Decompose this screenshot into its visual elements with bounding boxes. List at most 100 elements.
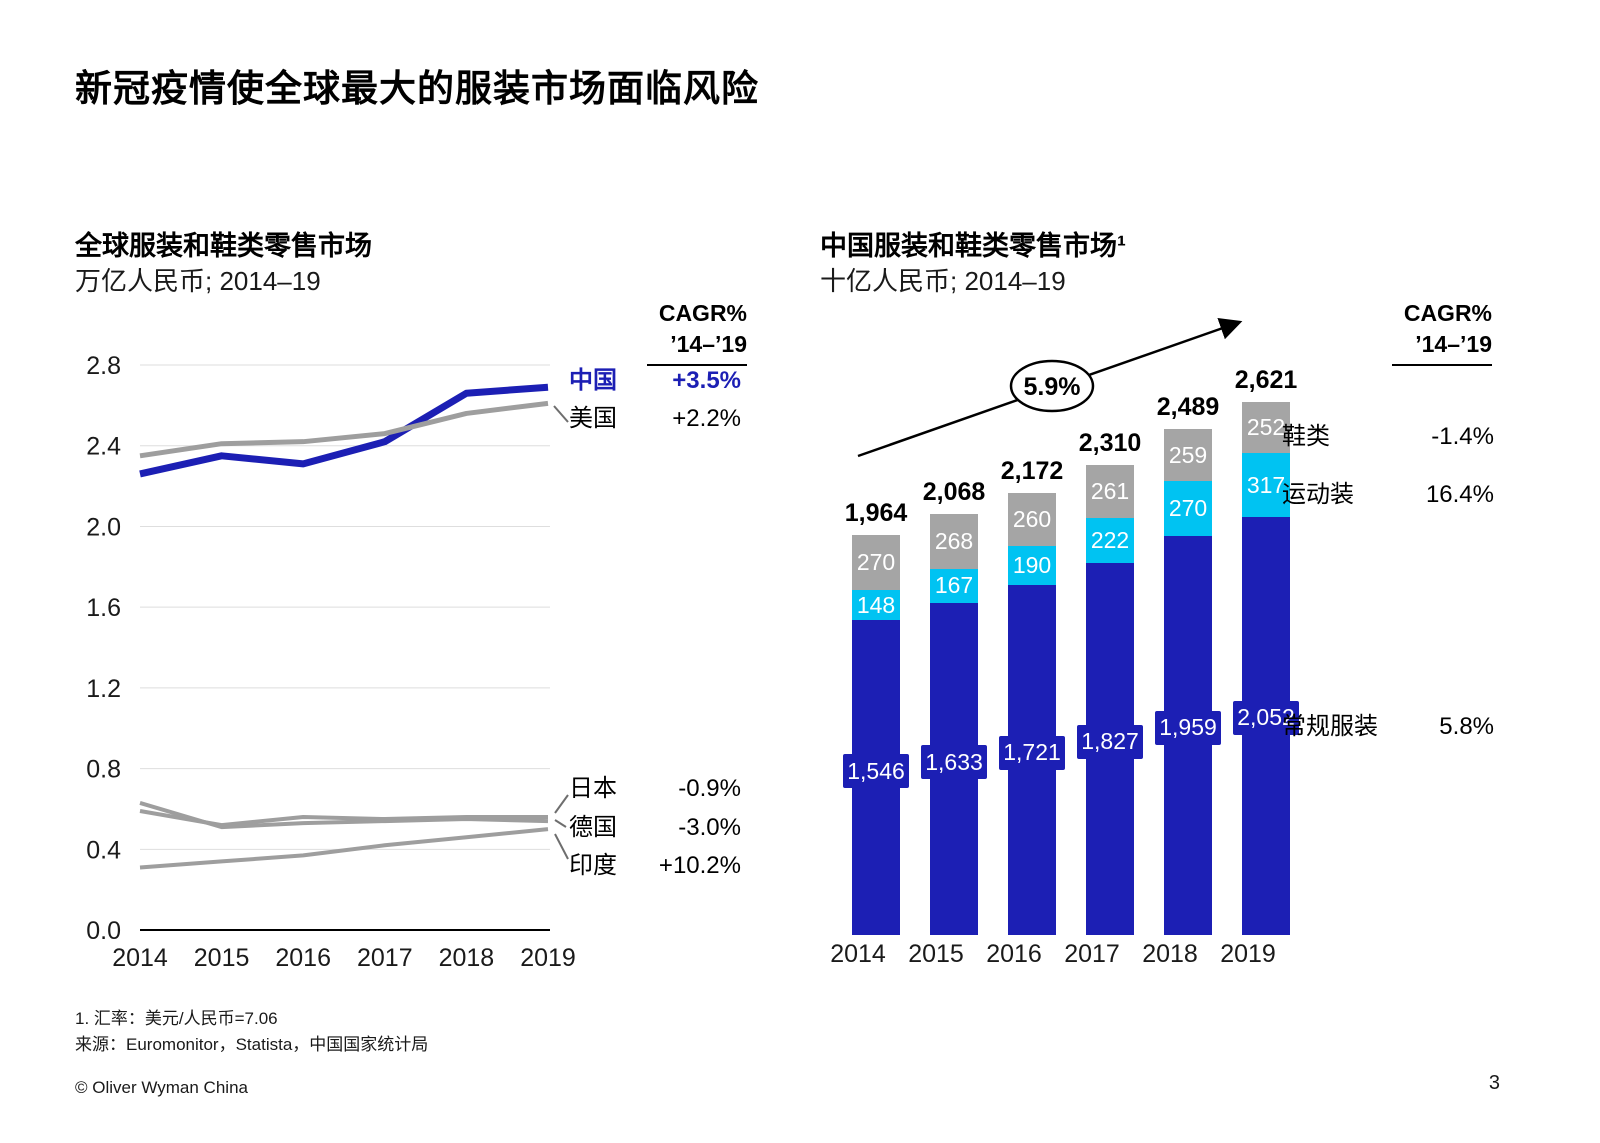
y-tick-label: 1.6 — [86, 594, 121, 622]
bar-segment-sportswear: 317 — [1242, 452, 1290, 518]
y-tick-label: 2.0 — [86, 513, 121, 541]
series-label-美国: 美国 — [569, 405, 617, 432]
x-tick-label: 2017 — [357, 944, 413, 972]
legend-row-美国: 美国 +2.2% — [569, 404, 741, 434]
bar-segment-footwear: 260 — [1008, 493, 1056, 547]
left-cagr-header: CAGR% ’14–’19 — [647, 298, 747, 366]
left-chart-title: 全球服装和鞋类零售市场 — [75, 231, 372, 261]
bar-value-box-regular-apparel: 1,959 — [1155, 710, 1221, 745]
bar-category-label: 2018 — [1142, 940, 1198, 968]
right-cagr-header-line2: ’14–’19 — [1392, 329, 1492, 366]
growth-annotation-value: 5.9% — [1024, 373, 1081, 401]
stacked-bars: 270 148 1,546 1,964 2014 268 167 1,633 2,068 2015… — [820, 228, 1492, 1008]
label-connector-0 — [553, 405, 569, 423]
right-cagr-header: CAGR% ’14–’19 — [1392, 298, 1492, 366]
legend-row-日本: 日本 -0.9% — [569, 774, 741, 804]
bar-segment-sportswear: 148 — [852, 590, 900, 621]
label-connector-1 — [554, 794, 569, 814]
bar-total-label: 2,489 — [1156, 392, 1220, 421]
page-number: 3 — [1488, 1072, 1500, 1094]
bar-value-box-regular-apparel: 2,052 — [1233, 700, 1299, 735]
bar-category-label: 2017 — [1064, 940, 1120, 968]
bar-category-label: 2015 — [908, 940, 964, 968]
legend-row-运动装: 运动装 16.4% — [1282, 480, 1494, 510]
bar-segment-footwear: 268 — [930, 514, 978, 569]
series-cagr-德国: -3.0% — [678, 814, 741, 841]
series-cagr-鞋类: -1.4% — [1431, 423, 1494, 450]
growth-arrow: 5.9% — [857, 318, 1243, 458]
series-cagr-印度: +10.2% — [658, 852, 741, 879]
bar-segment-footwear: 270 — [852, 535, 900, 591]
label-connector-3 — [554, 833, 569, 860]
bar-category-label: 2014 — [830, 940, 886, 968]
series-line-印度 — [139, 827, 549, 870]
series-cagr-日本: -0.9% — [678, 775, 741, 802]
bar-category-label: 2019 — [1220, 940, 1276, 968]
series-label-日本: 日本 — [569, 775, 617, 802]
y-tick-label: 1.2 — [86, 675, 121, 703]
bar-total-label: 2,621 — [1234, 365, 1298, 394]
china-bar-chart-section: 中国服装和鞋类零售市场¹ 十亿人民币; 2014–19 CAGR% ’14–’1… — [820, 228, 1494, 1008]
footnote-sources: 来源：Euromonitor，Statista，中国国家统计局 — [75, 1035, 429, 1054]
bar-segment-sportswear: 190 — [1008, 546, 1056, 585]
bar-value-box-regular-apparel: 1,633 — [921, 745, 987, 780]
series-label-中国: 中国 — [569, 367, 617, 394]
series-line-美国 — [139, 400, 549, 459]
left-cagr-header-line2: ’14–’19 — [647, 329, 747, 366]
series-label-德国: 德国 — [569, 814, 617, 841]
bar-value-box-regular-apparel: 1,721 — [999, 735, 1065, 770]
bar-value-box-regular-apparel: 1,827 — [1077, 724, 1143, 759]
growth-annotation-ellipse — [1009, 359, 1095, 413]
bar-value-box-regular-apparel: 1,546 — [843, 754, 909, 789]
bar-segment-sportswear: 167 — [930, 568, 978, 603]
legend-row-德国: 德国 -3.0% — [569, 813, 741, 843]
left-chart-subtitle: 万亿人民币; 2014–19 — [75, 266, 321, 296]
left-cagr-header-line1: CAGR% — [658, 300, 747, 326]
series-line-德国 — [139, 800, 549, 830]
x-tick-label: 2014 — [112, 944, 168, 972]
global-line-chart-section: 全球服装和鞋类零售市场 万亿人民币; 2014–19 CAGR% ’14–’19… — [75, 228, 747, 1008]
y-tick-label: 0.0 — [86, 917, 121, 945]
footnote-exchange-rate: 1. 汇率：美元/人民币=7.06 — [75, 1009, 278, 1028]
series-label-常规服装: 常规服装 — [1282, 713, 1378, 740]
label-connector-2 — [554, 819, 567, 828]
y-tick-label: 2.8 — [86, 352, 121, 380]
slide-title: 新冠疫情使全球最大的服装市场面临风险 — [75, 68, 759, 109]
y-tick-label: 2.4 — [86, 433, 121, 461]
copyright: © Oliver Wyman China — [75, 1078, 248, 1097]
series-cagr-中国: +3.5% — [672, 367, 741, 394]
right-chart-title: 中国服装和鞋类零售市场¹ — [820, 231, 1126, 261]
legend-row-鞋类: 鞋类 -1.4% — [1282, 422, 1494, 452]
right-chart-subtitle: 十亿人民币; 2014–19 — [820, 266, 1066, 296]
x-tick-label: 2016 — [275, 944, 331, 972]
bar-segment-sportswear: 222 — [1086, 518, 1134, 564]
bar-segment-sportswear: 270 — [1164, 481, 1212, 537]
bar-segment-footwear: 261 — [1086, 464, 1134, 519]
x-tick-label: 2019 — [520, 944, 576, 972]
series-label-运动装: 运动装 — [1282, 481, 1354, 508]
x-tick-label: 2018 — [439, 944, 495, 972]
legend-row-常规服装: 常规服装 5.8% — [1282, 712, 1494, 742]
bar-total-label: 1,964 — [844, 499, 908, 528]
bar-segment-footwear: 252 — [1242, 401, 1290, 453]
legend-row-印度: 印度 +10.2% — [569, 851, 741, 881]
series-label-鞋类: 鞋类 — [1282, 423, 1330, 450]
legend-row-中国: 中国 +3.5% — [569, 366, 741, 396]
series-cagr-常规服装: 5.8% — [1439, 713, 1494, 740]
bar-total-label: 2,068 — [922, 478, 986, 507]
series-cagr-美国: +2.2% — [672, 405, 741, 432]
series-cagr-运动装: 16.4% — [1425, 481, 1494, 508]
y-tick-label: 0.8 — [86, 756, 121, 784]
bar-segment-footwear: 259 — [1164, 428, 1212, 482]
bar-category-label: 2016 — [986, 940, 1042, 968]
series-line-中国 — [139, 383, 549, 478]
bar-total-label: 2,172 — [1000, 457, 1064, 486]
footnotes: 1. 汇率：美元/人民币=7.06 来源：Euromonitor，Statist… — [75, 1006, 428, 1058]
bar-total-label: 2,310 — [1078, 428, 1142, 457]
y-tick-label: 0.4 — [86, 836, 121, 864]
right-cagr-header-line1: CAGR% — [1403, 300, 1492, 326]
x-tick-label: 2015 — [194, 944, 250, 972]
series-label-印度: 印度 — [569, 852, 617, 879]
